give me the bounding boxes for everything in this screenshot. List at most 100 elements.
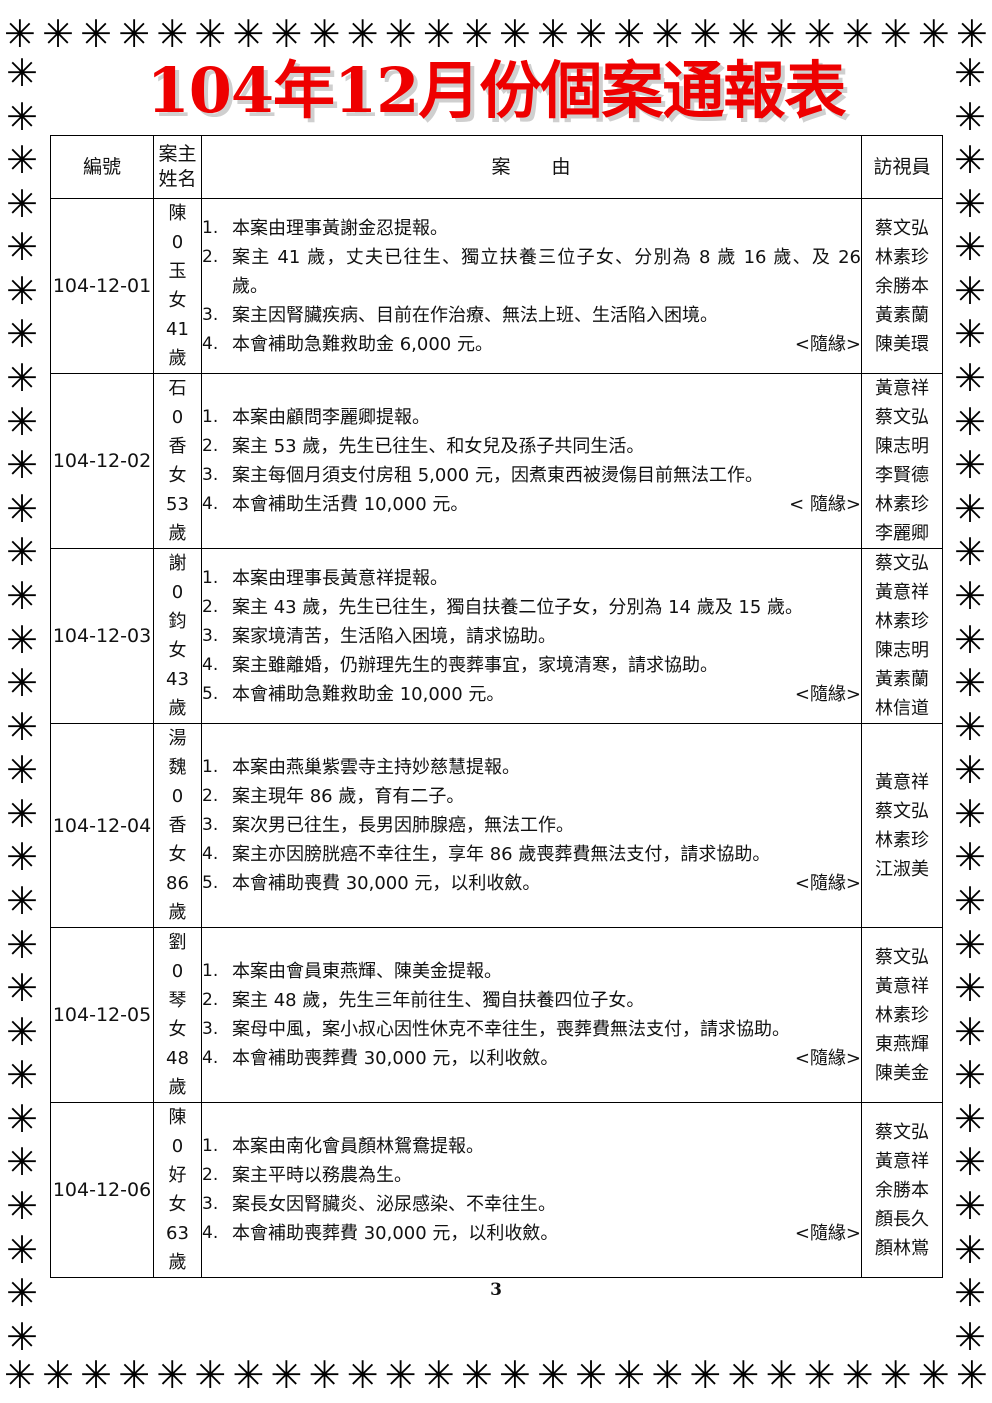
client-name-char: 歲 — [168, 1077, 187, 1099]
case-item-text: 本會補助喪葬費 30,000 元，以利收斂。 — [232, 1223, 559, 1245]
case-description: 本案由會員東燕輝、陳美金提報。 案主 48 歲，先生三年前往生、獨自扶養四位子女。… — [201, 927, 862, 1104]
visitor-list: 蔡文弘 黃意祥 林素珍 東燕輝 陳美金 — [861, 927, 943, 1104]
asterisk-ornament: ✳ — [955, 12, 988, 56]
asterisk-ornament: ✳ — [917, 12, 950, 56]
case-item-list: 本案由燕巢紫雲寺主持妙慈慧提報。案主現年 86 歲，育有二子。案次男已往生，長男… — [202, 753, 861, 898]
client-name-char: 0 — [171, 961, 184, 983]
asterisk-ornament: ✳ — [6, 181, 38, 226]
asterisk-ornament: ✳ — [954, 748, 986, 793]
asterisk-ornament: ✳ — [954, 181, 986, 226]
asterisk-ornament: ✳ — [803, 12, 836, 56]
case-item-text: 案母中風，案小叔心因性休克不幸往生，喪葬費無法支付，請求協助。 — [232, 1019, 790, 1041]
asterisk-ornament: ✳ — [6, 1053, 38, 1098]
case-item-text: 案主 43 歲，先生已往生，獨自扶養二位子女，分別為 14 歲及 15 歲。 — [232, 596, 804, 618]
client-name-char: 好 — [168, 1165, 187, 1187]
asterisk-ornament: ✳ — [460, 12, 493, 56]
asterisk-ornament: ✳ — [955, 1353, 988, 1397]
client-name-char: 43 — [166, 669, 189, 691]
asterisk-ornament: ✳ — [727, 1353, 760, 1397]
client-name-char: 63 — [166, 1223, 189, 1245]
visitor-name: 陳志明 — [875, 640, 929, 662]
case-id: 104-12-01 — [50, 198, 154, 375]
table-row: 104-12-03 謝 0 鈞女 43 歲本案由理事長黃意祥提報。 案主 43 歲，先生已往… — [50, 548, 943, 725]
visitor-list: 蔡文弘 林素珍 余勝本 黃素蘭 陳美環 — [861, 198, 943, 375]
asterisk-ornament: ✳ — [6, 94, 38, 139]
client-name-char: 女 — [168, 1019, 187, 1041]
case-item: <隨緣> 本會補助喪葬費 30,000 元，以利收斂。 — [202, 1219, 861, 1248]
case-item-text: 本案由燕巢紫雲寺主持妙慈慧提報。 — [232, 757, 520, 779]
asterisk-ornament: ✳ — [651, 1353, 684, 1397]
case-id: 104-12-02 — [50, 373, 154, 550]
asterisk-ornament: ✳ — [6, 1009, 38, 1054]
visitor-name: 蔡文弘 — [875, 800, 929, 822]
asterisk-ornament: ✳ — [954, 443, 986, 488]
asterisk-ornament: ✳ — [954, 617, 986, 662]
client-name-char: 0 — [171, 407, 184, 429]
client-name-char: 0 — [171, 582, 184, 604]
asterisk-ornament: ✳ — [6, 356, 38, 401]
table-header-row: 編號 案主姓名 案 由 訪視員 — [50, 135, 943, 200]
visitor-name: 顏林鴬 — [875, 1237, 929, 1259]
asterisk-ornament: ✳ — [499, 12, 531, 56]
asterisk-ornament: ✳ — [6, 399, 38, 444]
client-name-char: 香 — [168, 815, 187, 837]
asterisk-ornament: ✳ — [6, 1271, 38, 1316]
asterisk-ornament: ✳ — [651, 12, 684, 56]
visitor-name: 蔡文弘 — [875, 946, 929, 968]
case-description: 本案由顧問李麗卿提報。 案主 53 歲，先生已往生、和女兒及孫子共同生活。 案主每個… — [201, 373, 862, 550]
case-item-tail: <隨緣> — [794, 1223, 861, 1245]
case-item: 案主 53 歲，先生已往生、和女兒及孫子共同生活。 — [202, 432, 861, 461]
case-item-text: 本會補助急難救助金 10,000 元。 — [232, 683, 505, 705]
case-item-text: 本會補助喪費 30,000 元，以利收斂。 — [232, 873, 541, 895]
case-item: 本案由理事黃謝金忍提報。 — [202, 214, 861, 243]
asterisk-ornament: ✳ — [954, 1009, 986, 1054]
asterisk-ornament: ✳ — [422, 1353, 455, 1397]
case-item-text: 案次男已往生，長男因肺腺癌，無法工作。 — [232, 815, 574, 837]
asterisk-ornament: ✳ — [499, 1353, 531, 1397]
asterisk-ornament: ✳ — [384, 1353, 417, 1397]
case-item-text: 案主 48 歲，先生三年前往生、獨自扶養四位子女。 — [232, 990, 645, 1012]
case-item-text: 案主每個月須支付房租 5,000 元，因煮東西被燙傷目前無法工作。 — [232, 465, 763, 487]
table-row: 104-12-05 劉 0 琴女 48 歲本案由會員東燕輝、陳美金提報。 案主 48 歲，先… — [50, 927, 943, 1104]
case-item-tail: <隨緣> — [794, 333, 861, 355]
visitor-list: 黃意祥 蔡文弘 林素珍 江淑美 — [861, 723, 943, 929]
visitor-name: 黃素蘭 — [875, 304, 929, 326]
asterisk-ornament: ✳ — [6, 312, 38, 357]
asterisk-ornament: ✳ — [803, 1353, 836, 1397]
case-item: <隨緣> 本會補助喪葬費 30,000 元，以利收斂。 — [202, 1044, 861, 1073]
asterisk-ornament: ✳ — [954, 704, 986, 749]
asterisk-ornament: ✳ — [6, 748, 38, 793]
asterisk-ornament: ✳ — [954, 1140, 986, 1185]
decorative-border-left: ✳ ✳ ✳ ✳ ✳ ✳ ✳ ✳ ✳ ✳ ✳ ✳ ✳ ✳ ✳ ✳ ✳ ✳ ✳ ✳ ✳ ✳ ✳ ✳ ✳ ✳ ✳ ✳ ✳ ✳ — [0, 54, 44, 1356]
asterisk-ornament: ✳ — [422, 12, 455, 56]
case-item-text: 案主亦因膀胱癌不幸往生，享年 86 歲喪葬費無法支付，請求協助。 — [232, 844, 771, 866]
asterisk-ornament: ✳ — [118, 1353, 151, 1397]
asterisk-ornament: ✳ — [954, 791, 986, 836]
client-name-char: 陳 — [168, 1107, 187, 1129]
client-name-char: 湯 — [168, 728, 187, 750]
case-item: < 隨緣> 本會補助生活費 10,000 元。 — [202, 490, 861, 519]
client-name-char: 陳 — [168, 203, 187, 225]
asterisk-ornament: ✳ — [6, 225, 38, 270]
case-item: 案長女因腎臟炎、泌尿感染、不幸往生。 — [202, 1190, 861, 1219]
client-name-char: 歲 — [168, 348, 187, 370]
client-name: 劉 0 琴女 48 歲 — [153, 927, 202, 1104]
asterisk-ornament: ✳ — [841, 12, 874, 56]
visitor-name: 蔡文弘 — [875, 1121, 929, 1143]
case-item: 案主每個月須支付房租 5,000 元，因煮東西被燙傷目前無法工作。 — [202, 461, 861, 490]
client-name-char: 女 — [168, 290, 187, 312]
case-item-text: 案主 53 歲，先生已往生、和女兒及孫子共同生活。 — [232, 436, 645, 458]
case-item: 本案由理事長黃意祥提報。 — [202, 564, 861, 593]
client-name-char: 魏 — [168, 757, 187, 779]
asterisk-ornament: ✳ — [42, 12, 74, 56]
case-description: 本案由理事黃謝金忍提報。 案主 41 歲，丈夫已往生、獨立扶養三位子女、分別為 8… — [201, 198, 862, 375]
case-description: 本案由燕巢紫雲寺主持妙慈慧提報。案主現年 86 歲，育有二子。案次男已往生，長男… — [201, 723, 862, 929]
case-item: 案主現年 86 歲，育有二子。 — [202, 782, 861, 811]
case-item: 案主 43 歲，先生已往生，獨自扶養二位子女，分別為 14 歲及 15 歲。 — [202, 593, 861, 622]
asterisk-ornament: ✳ — [308, 12, 341, 56]
visitor-list: 黃意祥 蔡文弘 陳志明 李賢德 林素珍 李麗卿 — [861, 373, 943, 550]
asterisk-ornament: ✳ — [80, 12, 112, 56]
case-item-text: 本會補助生活費 10,000 元。 — [232, 494, 469, 516]
visitor-name: 蔡文弘 — [875, 217, 929, 239]
client-name-char: 女 — [168, 1194, 187, 1216]
